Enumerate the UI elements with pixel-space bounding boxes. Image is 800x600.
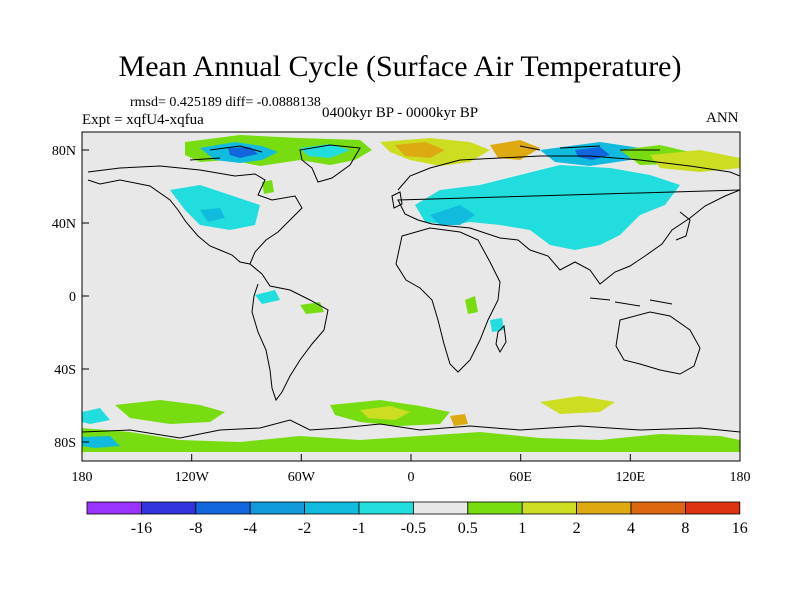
colorbar-box xyxy=(521,501,578,515)
lon-label-180e: 180 xyxy=(730,470,751,485)
colorbar-box xyxy=(86,501,142,515)
australia-coast xyxy=(615,311,701,375)
colorbar-label: -4 xyxy=(244,520,257,537)
eurasia-negative xyxy=(415,165,680,250)
colorbar-label: 8 xyxy=(681,520,689,537)
antarctic-coast-positive xyxy=(82,428,740,452)
eurasia-coast xyxy=(397,155,740,285)
colorbar xyxy=(86,501,741,515)
bering-positive xyxy=(650,150,740,172)
period-label: 0400kyr BP - 0000kyr BP xyxy=(322,105,479,121)
colorbar-box xyxy=(195,501,251,515)
axis-ticks xyxy=(81,149,741,461)
colorbar-box xyxy=(576,501,632,515)
lat-label-80n: 80N xyxy=(52,144,76,159)
indonesia-coast xyxy=(589,297,673,307)
madagascar-coast xyxy=(495,324,507,354)
africa-coast xyxy=(395,227,501,373)
africa-positive xyxy=(465,296,478,314)
colorbar-label: -1 xyxy=(352,520,365,537)
antarctic-coast-negative xyxy=(82,436,120,448)
colorbar-box xyxy=(685,501,741,515)
arctic-strong-negative xyxy=(228,147,258,158)
colorbar-label: 16 xyxy=(732,520,748,537)
lat-label-40n: 40N xyxy=(52,217,76,232)
antarctic-indian-positive xyxy=(540,396,615,414)
colorbar-box xyxy=(140,501,197,515)
antarctic-west-negative xyxy=(82,408,110,424)
map-title: Mean Annual Cycle (Surface Air Temperatu… xyxy=(118,50,682,83)
colorbar-box xyxy=(358,501,414,515)
colorbar-label: -2 xyxy=(298,520,311,537)
japan-coast xyxy=(675,211,691,241)
colorbar-label: 2 xyxy=(573,520,581,537)
antarctic-small-warm xyxy=(450,414,468,426)
north-america-strong-negative xyxy=(200,208,225,222)
south-america-coast xyxy=(249,263,329,402)
colorbar-box xyxy=(249,501,305,515)
lon-label-120w: 120W xyxy=(175,470,210,485)
north-america-negative xyxy=(170,185,260,230)
colorbar-box xyxy=(467,501,523,515)
greenland-coast xyxy=(299,144,361,183)
colorbar-labels: -16 -8 -4 -2 -1 -0.5 0.5 1 2 4 8 16 xyxy=(131,520,748,537)
lon-label-120e: 120E xyxy=(616,470,646,485)
colorbar-label: -16 xyxy=(131,520,152,537)
antarctica-coast xyxy=(82,419,740,439)
season-label: ANN xyxy=(706,110,739,126)
uk-coast xyxy=(391,191,403,209)
lat-label-40s: 40S xyxy=(54,363,76,378)
lat-label-80s: 80S xyxy=(54,436,76,451)
lon-label-180w: 180 xyxy=(72,470,93,485)
north-america-coast xyxy=(87,165,303,265)
amazon-negative xyxy=(255,290,280,304)
coastlines xyxy=(82,144,740,439)
experiment-label: Expt = xqfU4-xqfua xyxy=(82,112,204,128)
arctic-islands-coast xyxy=(189,145,660,161)
hudson-positive xyxy=(262,180,274,194)
kara-positive xyxy=(490,140,540,160)
colorbar-label: 4 xyxy=(627,520,635,537)
colorbar-box xyxy=(630,501,686,515)
rmsd-diff-stats: rmsd= 0.425189 diff= -0.0888138 xyxy=(130,95,321,110)
colorbar-box xyxy=(412,501,469,515)
colorbar-label: 1 xyxy=(518,520,526,537)
lon-label-60e: 60E xyxy=(509,470,532,485)
colorbar-label: 0.5 xyxy=(458,520,478,537)
anomaly-field xyxy=(82,135,740,461)
lat-label-0: 0 xyxy=(69,290,76,305)
antarctic-pacific-positive xyxy=(115,400,225,424)
antarctic-atlantic-strong xyxy=(360,406,410,420)
barents-strong-positive xyxy=(395,142,445,158)
europe-negative xyxy=(430,205,475,225)
colorbar-box xyxy=(304,501,360,515)
lon-label-0: 0 xyxy=(408,470,415,485)
east-africa-negative xyxy=(490,318,504,332)
colorbar-label: -0.5 xyxy=(401,520,426,537)
colorbar-label: -8 xyxy=(189,520,202,537)
lon-label-60w: 60W xyxy=(288,470,316,485)
